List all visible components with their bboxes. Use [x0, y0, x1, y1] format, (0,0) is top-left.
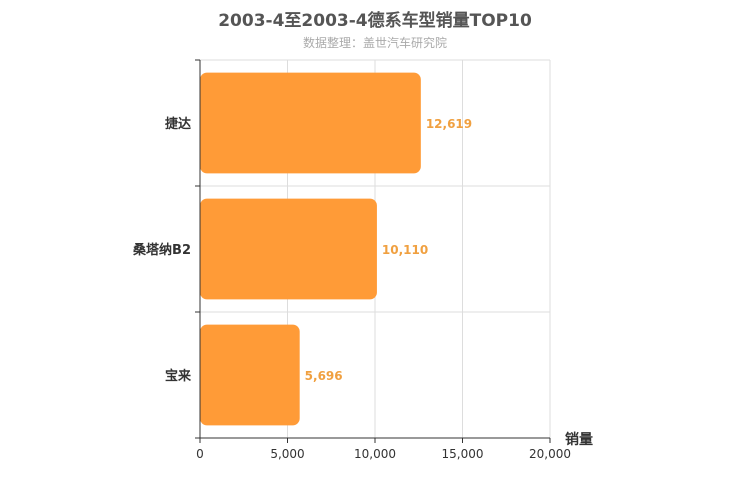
data-label: 12,619	[426, 117, 472, 131]
chart-title: 2003-4至2003-4德系车型销量TOP10	[218, 11, 532, 31]
data-label: 5,696	[305, 369, 343, 383]
x-axis-title: 销量	[565, 431, 593, 448]
x-tick-label: 0	[196, 447, 204, 461]
category-label: 桑塔纳B2	[132, 242, 191, 258]
category-label: 捷达	[165, 116, 191, 132]
x-tick-label: 20,000	[529, 447, 571, 461]
data-label: 10,110	[382, 243, 428, 257]
bar	[200, 198, 377, 300]
bar	[200, 324, 300, 426]
x-tick-label: 10,000	[354, 447, 396, 461]
chart-subtitle: 数据整理：盖世汽车研究院	[302, 36, 447, 50]
x-tick-label: 5,000	[270, 447, 304, 461]
category-label: 宝来	[165, 368, 192, 384]
bar	[200, 72, 421, 174]
x-tick-label: 15,000	[442, 447, 484, 461]
